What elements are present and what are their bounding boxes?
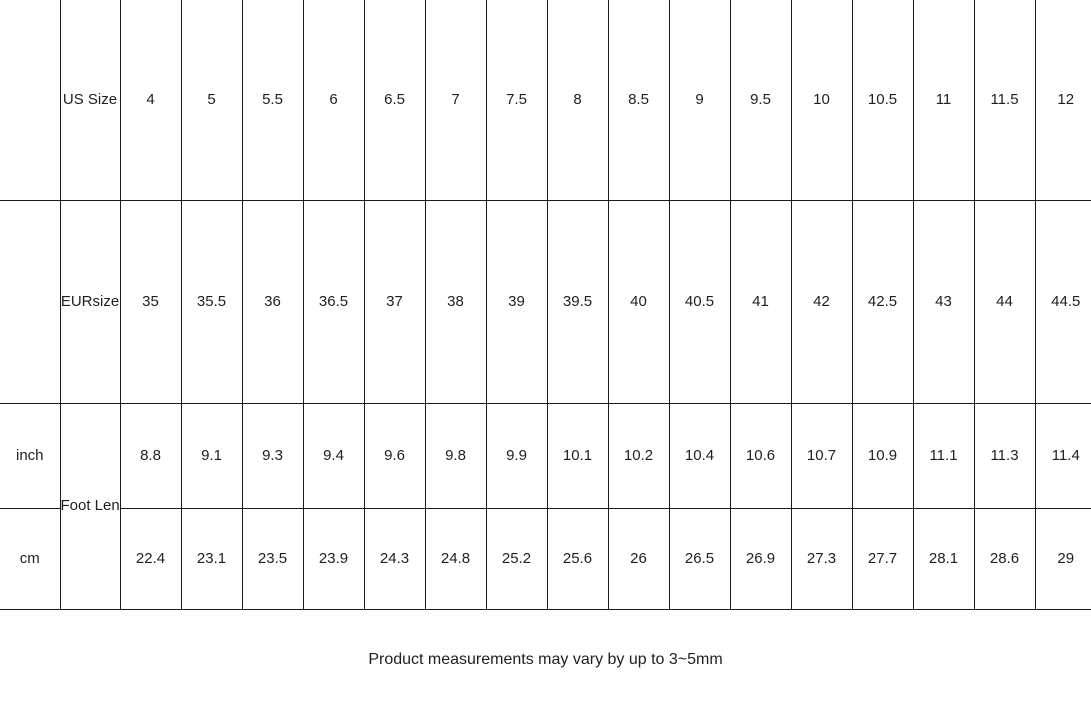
cm-value: 28.1	[912, 507, 975, 610]
us-size-value: 8	[546, 0, 609, 201]
corner-empty-cell	[0, 0, 61, 201]
us-size-value: 9.5	[729, 0, 792, 201]
eur-size-value: 43	[912, 199, 975, 404]
inch-value: 10.6	[729, 402, 792, 509]
us-size-value: 9	[668, 0, 731, 201]
eur-size-value: 44.5	[1034, 199, 1091, 404]
eur-size-value: 39	[485, 199, 548, 404]
eur-size-value: 35	[119, 199, 182, 404]
inch-value: 10.7	[790, 402, 853, 509]
cm-value: 29	[1034, 507, 1091, 610]
inch-value: 10.2	[607, 402, 670, 509]
eur-size-value: 44	[973, 199, 1036, 404]
eur-size-value: 42	[790, 199, 853, 404]
inch-value: 9.4	[302, 402, 365, 509]
inch-value: 11.4	[1034, 402, 1091, 509]
cm-value: 26.9	[729, 507, 792, 610]
eur-size-value: 35.5	[180, 199, 243, 404]
eur-size-value: 41	[729, 199, 792, 404]
foot-length-label: Foot Length	[59, 402, 121, 610]
cm-value: 25.2	[485, 507, 548, 610]
table-row-eur-size: EURsize 35 35.5 36 36.5 37 38 39 39.5 40…	[0, 199, 1091, 404]
empty-cell	[0, 199, 61, 404]
cm-value: 26	[607, 507, 670, 610]
row-label-us-size: US Size	[59, 0, 121, 201]
cm-value: 25.6	[546, 507, 609, 610]
us-size-value: 4	[119, 0, 182, 201]
cm-value: 23.1	[180, 507, 243, 610]
us-size-value: 11	[912, 0, 975, 201]
measurement-disclaimer: Product measurements may vary by up to 3…	[368, 650, 723, 668]
eur-size-value: 39.5	[546, 199, 609, 404]
inch-value: 11.3	[973, 402, 1036, 509]
inch-value: 9.1	[180, 402, 243, 509]
cm-value: 28.6	[973, 507, 1036, 610]
row-label-inch: inch	[0, 402, 61, 509]
eur-size-value: 38	[424, 199, 487, 404]
inch-value: 9.8	[424, 402, 487, 509]
inch-value: 10.9	[851, 402, 914, 509]
cm-value: 27.3	[790, 507, 853, 610]
eur-size-value: 36	[241, 199, 304, 404]
us-size-value: 12	[1034, 0, 1091, 201]
row-label-cm: cm	[0, 507, 61, 610]
inch-value: 10.4	[668, 402, 731, 509]
cm-value: 26.5	[668, 507, 731, 610]
us-size-value: 6	[302, 0, 365, 201]
cm-value: 24.3	[363, 507, 426, 610]
cm-value: 23.5	[241, 507, 304, 610]
inch-value: 9.9	[485, 402, 548, 509]
us-size-value: 5	[180, 0, 243, 201]
us-size-value: 6.5	[363, 0, 426, 201]
cm-value: 27.7	[851, 507, 914, 610]
size-chart-table: US Size 4 5 5.5 6 6.5 7 7.5 8 8.5 9 9.5 …	[0, 0, 1091, 610]
eur-size-value: 40	[607, 199, 670, 404]
table-row-cm: cm 22.4 23.1 23.5 23.9 24.3 24.8 25.2 25…	[0, 507, 1091, 610]
us-size-value: 7	[424, 0, 487, 201]
eur-size-value: 36.5	[302, 199, 365, 404]
inch-value: 8.8	[119, 402, 182, 509]
us-size-value: 7.5	[485, 0, 548, 201]
eur-size-value: 37	[363, 199, 426, 404]
table-row-us-size: US Size 4 5 5.5 6 6.5 7 7.5 8 8.5 9 9.5 …	[0, 0, 1091, 201]
us-size-value: 11.5	[973, 0, 1036, 201]
cm-value: 24.8	[424, 507, 487, 610]
us-size-value: 10	[790, 0, 853, 201]
inch-value: 9.3	[241, 402, 304, 509]
us-size-value: 5.5	[241, 0, 304, 201]
row-label-eur-size: EURsize	[59, 199, 121, 404]
cm-value: 23.9	[302, 507, 365, 610]
eur-size-value: 42.5	[851, 199, 914, 404]
inch-value: 9.6	[363, 402, 426, 509]
eur-size-value: 40.5	[668, 199, 731, 404]
inch-value: 11.1	[912, 402, 975, 509]
table-row-inch: inch Foot Length 8.8 9.1 9.3 9.4 9.6 9.8…	[0, 402, 1091, 610]
us-size-value: 10.5	[851, 0, 914, 201]
us-size-value: 8.5	[607, 0, 670, 201]
inch-value: 10.1	[546, 402, 609, 509]
cm-value: 22.4	[119, 507, 182, 610]
